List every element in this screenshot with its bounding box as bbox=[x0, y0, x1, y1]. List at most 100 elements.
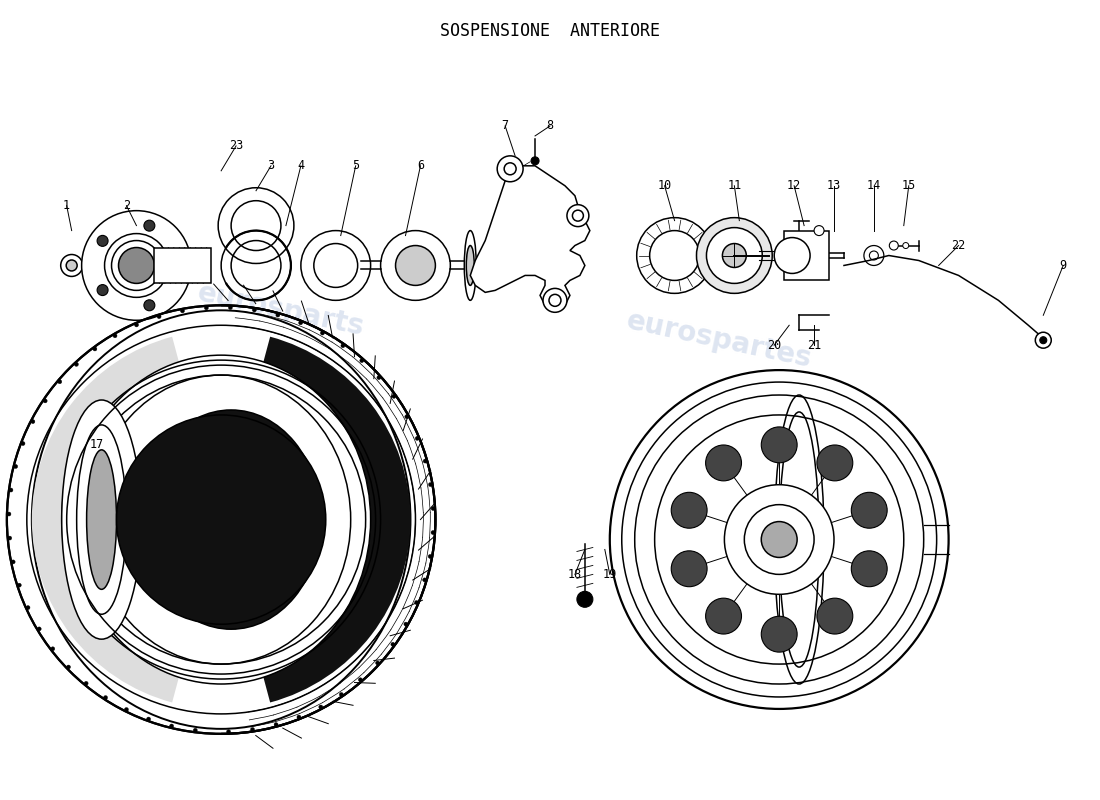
Circle shape bbox=[144, 220, 155, 231]
Circle shape bbox=[97, 235, 108, 246]
Circle shape bbox=[1035, 332, 1052, 348]
Circle shape bbox=[134, 323, 139, 327]
Circle shape bbox=[531, 157, 539, 165]
Circle shape bbox=[9, 488, 13, 492]
Text: 23: 23 bbox=[229, 139, 243, 152]
Text: 7: 7 bbox=[502, 119, 508, 133]
Circle shape bbox=[1040, 337, 1047, 344]
Circle shape bbox=[60, 254, 82, 277]
Text: 15: 15 bbox=[902, 179, 916, 192]
Text: 1: 1 bbox=[63, 199, 70, 212]
Circle shape bbox=[84, 682, 88, 686]
Circle shape bbox=[761, 522, 798, 558]
Circle shape bbox=[21, 442, 25, 446]
Circle shape bbox=[299, 321, 303, 325]
Circle shape bbox=[66, 260, 77, 271]
Text: 21: 21 bbox=[807, 338, 822, 352]
Circle shape bbox=[424, 459, 427, 463]
Text: 5: 5 bbox=[352, 159, 360, 172]
Circle shape bbox=[157, 314, 161, 318]
Circle shape bbox=[31, 419, 35, 423]
Circle shape bbox=[7, 512, 11, 516]
Text: 17: 17 bbox=[89, 438, 103, 451]
Circle shape bbox=[404, 622, 408, 626]
Text: 12: 12 bbox=[786, 179, 801, 192]
Circle shape bbox=[11, 560, 15, 564]
Circle shape bbox=[274, 722, 278, 726]
Circle shape bbox=[37, 627, 41, 631]
Text: eurosparts: eurosparts bbox=[195, 548, 367, 610]
Circle shape bbox=[774, 238, 810, 274]
Circle shape bbox=[57, 380, 62, 384]
Ellipse shape bbox=[32, 310, 410, 729]
Circle shape bbox=[650, 230, 700, 281]
Text: 11: 11 bbox=[727, 179, 741, 192]
Text: eurospartes: eurospartes bbox=[624, 566, 815, 633]
Circle shape bbox=[725, 485, 834, 594]
Text: 22: 22 bbox=[952, 239, 966, 252]
Text: 18: 18 bbox=[568, 568, 582, 581]
Circle shape bbox=[104, 234, 168, 298]
Circle shape bbox=[297, 715, 301, 719]
Circle shape bbox=[576, 591, 593, 607]
Circle shape bbox=[431, 530, 434, 534]
Circle shape bbox=[428, 554, 432, 558]
Circle shape bbox=[320, 331, 324, 335]
Circle shape bbox=[117, 415, 326, 624]
Circle shape bbox=[415, 601, 418, 605]
Text: 2: 2 bbox=[123, 199, 130, 212]
Text: 10: 10 bbox=[658, 179, 672, 192]
Circle shape bbox=[390, 642, 395, 646]
Circle shape bbox=[621, 382, 937, 697]
Wedge shape bbox=[32, 337, 221, 702]
Circle shape bbox=[119, 247, 154, 283]
Circle shape bbox=[696, 218, 772, 294]
Circle shape bbox=[761, 427, 798, 462]
Circle shape bbox=[903, 242, 909, 249]
Circle shape bbox=[81, 210, 191, 320]
Circle shape bbox=[817, 445, 852, 481]
Circle shape bbox=[375, 661, 379, 665]
Circle shape bbox=[194, 728, 197, 732]
Text: 9: 9 bbox=[1059, 259, 1067, 272]
Circle shape bbox=[396, 246, 436, 286]
Circle shape bbox=[18, 583, 21, 587]
Text: 6: 6 bbox=[417, 159, 424, 172]
Circle shape bbox=[705, 445, 741, 481]
Ellipse shape bbox=[142, 410, 321, 630]
Circle shape bbox=[864, 246, 883, 266]
Ellipse shape bbox=[87, 450, 117, 590]
Circle shape bbox=[359, 678, 362, 682]
Circle shape bbox=[97, 285, 108, 295]
Text: 3: 3 bbox=[267, 159, 275, 172]
Circle shape bbox=[13, 465, 18, 469]
Text: eurospartes: eurospartes bbox=[624, 307, 815, 374]
Circle shape bbox=[706, 228, 762, 283]
Circle shape bbox=[705, 598, 741, 634]
Circle shape bbox=[745, 505, 814, 574]
Circle shape bbox=[817, 598, 852, 634]
Circle shape bbox=[319, 705, 322, 709]
Circle shape bbox=[405, 414, 409, 418]
Circle shape bbox=[205, 306, 208, 310]
Text: 4: 4 bbox=[297, 159, 305, 172]
Circle shape bbox=[429, 482, 432, 486]
Circle shape bbox=[637, 218, 713, 294]
Circle shape bbox=[43, 399, 47, 403]
Circle shape bbox=[814, 226, 824, 235]
Circle shape bbox=[252, 308, 256, 312]
Circle shape bbox=[497, 156, 524, 182]
Circle shape bbox=[26, 606, 30, 610]
Ellipse shape bbox=[91, 375, 351, 664]
Circle shape bbox=[144, 300, 155, 310]
Bar bbox=[784, 230, 829, 281]
Circle shape bbox=[761, 616, 798, 652]
Circle shape bbox=[169, 724, 174, 728]
Circle shape bbox=[340, 693, 343, 697]
Circle shape bbox=[75, 362, 78, 366]
Circle shape bbox=[146, 717, 151, 721]
Circle shape bbox=[572, 210, 583, 221]
Circle shape bbox=[8, 536, 12, 540]
Circle shape bbox=[889, 241, 899, 250]
Circle shape bbox=[851, 492, 888, 528]
